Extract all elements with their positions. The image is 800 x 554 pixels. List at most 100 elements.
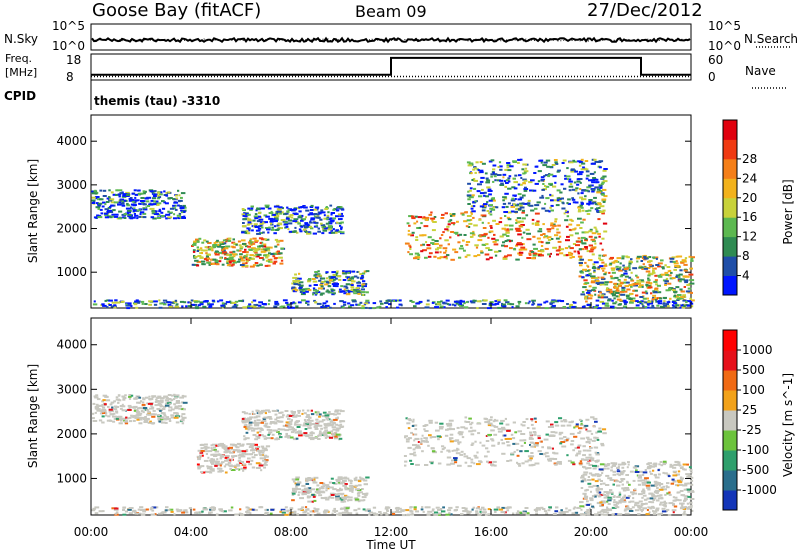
data-cell <box>461 213 465 216</box>
data-cell <box>328 227 333 230</box>
data-cell <box>543 438 549 441</box>
data-cell <box>580 158 584 161</box>
data-cell <box>470 236 473 238</box>
data-cell <box>158 420 161 423</box>
data-cell <box>294 273 297 276</box>
data-cell <box>254 239 259 242</box>
data-cell <box>443 446 446 449</box>
data-cell <box>599 265 604 268</box>
data-cell <box>655 264 660 266</box>
data-cell <box>584 282 590 285</box>
data-cell <box>436 302 441 305</box>
data-cell <box>542 223 545 226</box>
data-cell <box>404 460 408 463</box>
data-cell <box>92 402 96 405</box>
data-cell <box>673 290 678 293</box>
data-cell <box>246 223 250 226</box>
data-cell <box>650 501 655 504</box>
data-cell <box>628 260 633 263</box>
data-cell <box>351 270 356 273</box>
data-cell <box>342 306 345 309</box>
data-cell <box>585 288 588 291</box>
data-cell <box>494 250 499 253</box>
data-cell <box>595 489 600 492</box>
data-cell <box>258 245 264 248</box>
data-cell <box>326 418 330 421</box>
data-cell <box>665 277 669 280</box>
data-cell <box>211 448 214 451</box>
data-cell <box>226 264 231 267</box>
data-cell <box>518 302 521 305</box>
data-cell <box>534 207 538 210</box>
data-cell <box>679 484 683 486</box>
data-cell <box>580 422 583 425</box>
data-cell <box>630 285 633 288</box>
data-cell <box>493 433 498 436</box>
data-cell <box>615 502 619 505</box>
data-cell <box>307 487 312 490</box>
data-cell <box>575 187 579 190</box>
data-cell <box>655 257 658 260</box>
data-cell <box>169 211 173 214</box>
data-cell <box>413 257 418 260</box>
data-cell <box>165 217 168 220</box>
data-cell <box>163 201 166 204</box>
data-cell <box>472 230 475 233</box>
data-cell <box>450 513 453 516</box>
data-cell <box>511 197 515 200</box>
data-cell <box>219 454 225 457</box>
data-cell <box>628 501 631 504</box>
data-cell <box>662 302 666 305</box>
data-cell <box>268 217 273 220</box>
data-cell <box>359 273 363 275</box>
data-cell <box>178 405 183 408</box>
data-cell <box>139 213 142 216</box>
data-cell <box>500 182 504 185</box>
data-cell <box>476 422 482 425</box>
data-cell <box>244 231 247 234</box>
data-cell <box>520 433 526 435</box>
data-cell <box>285 434 291 437</box>
data-cell <box>262 245 267 248</box>
data-cell <box>657 302 662 305</box>
data-cell <box>596 207 599 210</box>
data-cell <box>543 236 546 239</box>
data-cell <box>538 228 543 230</box>
data-cell <box>650 306 655 309</box>
data-cell <box>527 199 531 202</box>
data-cell <box>112 209 116 212</box>
data-cell <box>568 245 571 248</box>
data-cell <box>266 254 270 257</box>
data-cell <box>607 299 611 302</box>
data-cell <box>554 234 559 237</box>
data-cell <box>508 175 512 178</box>
noise-panel-frame <box>90 23 692 51</box>
data-cell <box>548 173 554 176</box>
data-cell <box>127 508 132 511</box>
data-cell <box>673 302 677 305</box>
data-cell <box>609 291 613 293</box>
data-cell <box>475 507 480 510</box>
data-cell <box>309 212 313 215</box>
data-cell <box>335 209 340 212</box>
data-cell <box>453 457 458 460</box>
data-cell <box>257 436 261 439</box>
data-cell <box>589 503 592 506</box>
data-cell <box>269 417 273 420</box>
data-cell <box>216 239 219 242</box>
data-cell <box>500 419 505 422</box>
data-cell <box>474 167 478 170</box>
data-cell <box>248 229 251 232</box>
data-cell <box>605 484 610 486</box>
data-cell <box>209 506 212 509</box>
data-cell <box>221 302 225 305</box>
data-cell <box>614 284 617 287</box>
data-cell <box>310 431 314 434</box>
data-cell <box>497 300 501 303</box>
data-cell <box>579 264 583 267</box>
data-cell <box>143 419 149 422</box>
data-cell <box>257 446 261 448</box>
data-cell <box>544 247 549 250</box>
data-cell <box>359 301 363 304</box>
data-cell <box>660 464 664 467</box>
